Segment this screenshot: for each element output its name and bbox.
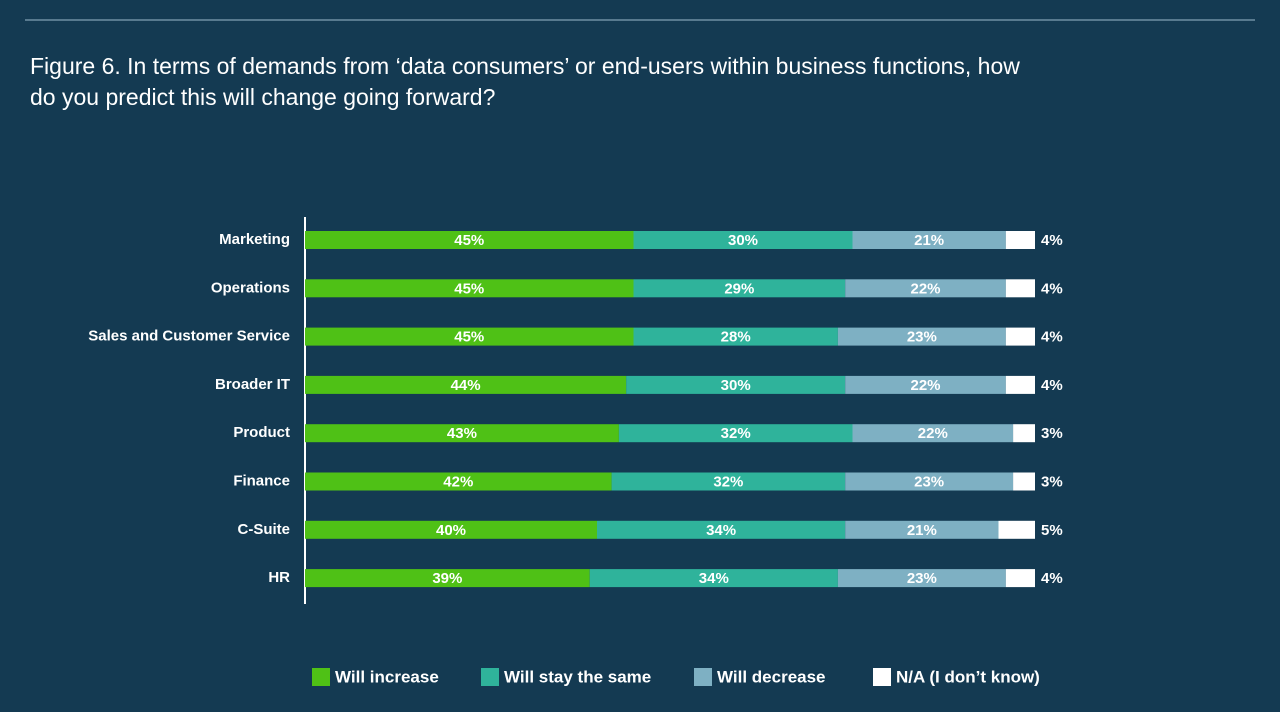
category-label: Sales and Customer Service [88, 328, 290, 345]
bar-segment [998, 520, 1035, 539]
bar-segment [1013, 424, 1035, 443]
value-label: 45% [454, 280, 484, 297]
bar-segment [305, 424, 619, 443]
category-label: C-Suite [238, 521, 291, 538]
value-label: 34% [706, 522, 736, 539]
legend-swatch [312, 668, 330, 686]
bar-segment [305, 472, 612, 491]
bar-segment [852, 231, 1006, 249]
bar-segment [597, 520, 846, 539]
value-label: 32% [713, 473, 743, 490]
legend-label: Will stay the same [504, 667, 651, 686]
bar-segment [633, 327, 838, 346]
value-label: 4% [1041, 377, 1063, 394]
legend-swatch [694, 668, 712, 686]
bar-segment [1005, 279, 1035, 298]
value-label: 34% [699, 570, 729, 587]
bar-segment [845, 520, 999, 539]
bar-segment [305, 569, 590, 588]
bar-segment [1013, 472, 1035, 491]
category-label: Broader IT [215, 376, 290, 393]
value-label: 3% [1041, 425, 1063, 442]
value-label: 4% [1041, 232, 1063, 249]
chart-title: Figure 6. In terms of demands from ‘data… [30, 53, 1020, 79]
bar-segment [305, 327, 634, 346]
value-label: 5% [1041, 522, 1063, 539]
value-label: 32% [721, 425, 751, 442]
value-label: 43% [447, 425, 477, 442]
legend-label: N/A (I don’t know) [896, 667, 1040, 686]
bar-segment [1005, 327, 1035, 346]
value-label: 40% [436, 522, 466, 539]
value-label: 28% [721, 329, 751, 346]
bar-segment [852, 424, 1014, 443]
value-label: 4% [1041, 280, 1063, 297]
bar-segment [845, 279, 1006, 298]
bar-segment [305, 279, 634, 298]
bar-segment [611, 472, 846, 491]
value-label: 4% [1041, 329, 1063, 346]
value-label: 22% [910, 280, 940, 297]
value-label: 44% [451, 377, 481, 394]
value-label: 21% [907, 522, 937, 539]
bar-segment [633, 231, 853, 249]
value-label: 4% [1041, 570, 1063, 587]
bar-segment [633, 279, 846, 298]
value-label: 23% [914, 473, 944, 490]
category-label: Marketing [219, 231, 290, 248]
value-label: 21% [914, 232, 944, 249]
value-label: 22% [918, 425, 948, 442]
value-label: 45% [454, 232, 484, 249]
value-label: 30% [728, 232, 758, 249]
bar-segment [618, 424, 853, 443]
value-label: 29% [724, 280, 754, 297]
bar-segment [305, 231, 634, 249]
bar-segment [305, 520, 597, 539]
chart-title: do you predict this will change going fo… [30, 84, 495, 110]
value-label: 45% [454, 329, 484, 346]
category-label: Operations [211, 279, 290, 296]
bar-segment [837, 327, 1006, 346]
value-label: 23% [907, 329, 937, 346]
value-label: 39% [432, 570, 462, 587]
bar-segment [305, 375, 627, 394]
value-label: 23% [907, 570, 937, 587]
value-label: 30% [721, 377, 751, 394]
bar-segment [1005, 231, 1035, 249]
bar-segment [1005, 375, 1035, 394]
category-label: Finance [233, 472, 290, 489]
value-label: 3% [1041, 473, 1063, 490]
legend-swatch [481, 668, 499, 686]
bar-segment [1005, 569, 1035, 588]
category-label: HR [268, 569, 290, 586]
value-label: 22% [910, 377, 940, 394]
legend-label: Will increase [335, 667, 439, 686]
bar-segment [589, 569, 838, 588]
bar-segment [845, 375, 1006, 394]
legend-label: Will decrease [717, 667, 826, 686]
category-label: Product [233, 424, 290, 441]
value-label: 42% [443, 473, 473, 490]
legend-swatch [873, 668, 891, 686]
bar-segment [845, 472, 1014, 491]
bar-segment [626, 375, 846, 394]
bar-segment [837, 569, 1006, 588]
